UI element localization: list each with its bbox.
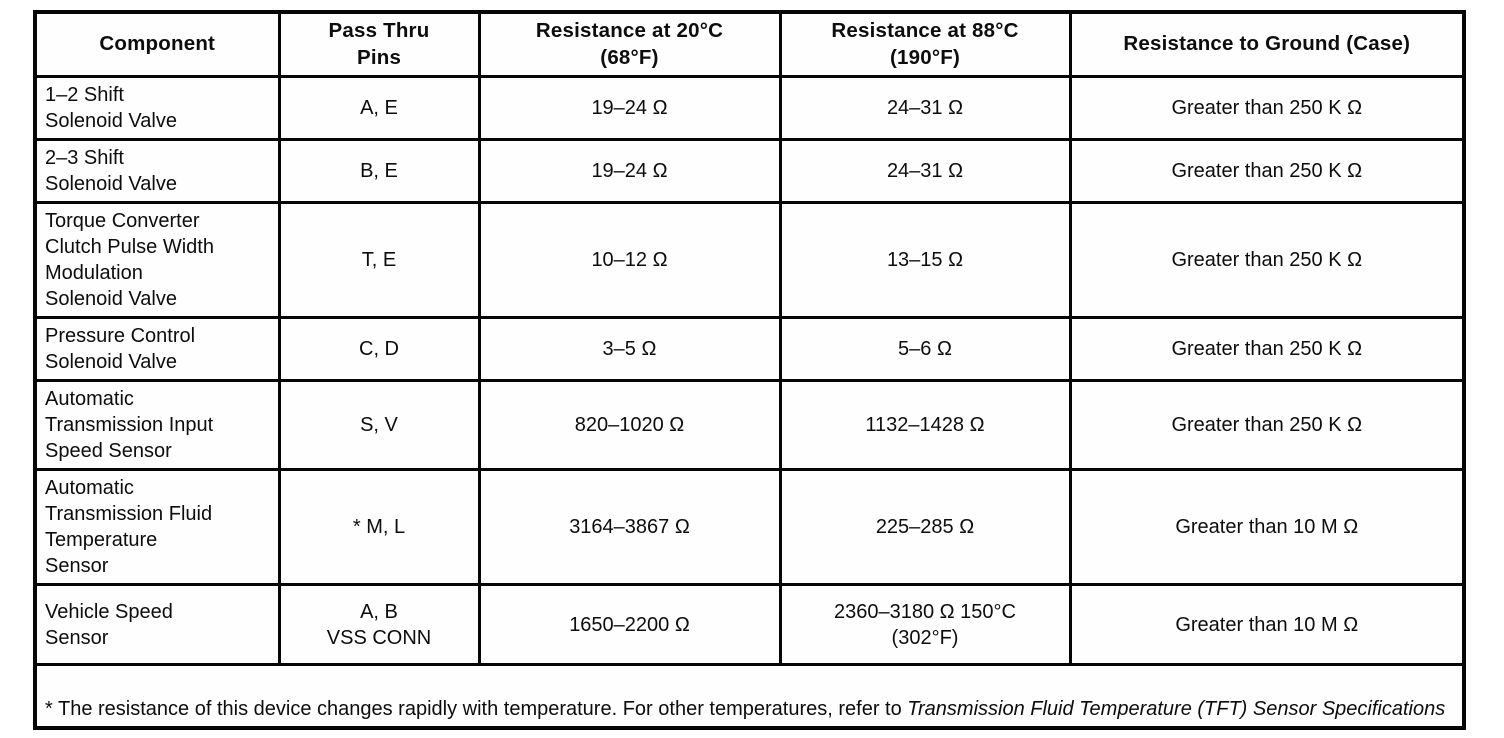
resistance-20c-cell: 3–5 Ω [477,316,782,383]
col-header-pass-thru-pins: Pass Thru Pins [277,10,481,79]
col-header-resistance-88c: Resistance at 88°C (190°F) [778,10,1072,79]
component-cell: Automatic Transmission Fluid Temperature… [33,468,281,587]
pins-cell: * M, L [277,468,481,587]
resistance-ground-cell: Greater than 250 K Ω [1068,379,1466,472]
resistance-ground-cell: Greater than 10 M Ω [1068,583,1466,667]
table-row: 2–3 Shift Solenoid Valve B, E 19–24 Ω 24… [33,138,1466,205]
footnote-text: * The resistance of this device changes … [45,698,908,721]
resistance-20c-cell: 3164–3867 Ω [477,468,782,587]
resistance-88c-cell: 225–285 Ω [778,468,1072,587]
resistance-88c-cell: 2360–3180 Ω 150°C (302°F) [778,583,1072,667]
footnote-reference-title: Transmission Fluid Temperature (TFT) Sen… [907,698,1446,721]
col-header-component: Component [33,10,281,79]
table-row: Automatic Transmission Input Speed Senso… [33,379,1466,472]
footnote-row: * The resistance of this device changes … [33,663,1466,730]
resistance-20c-cell: 1650–2200 Ω [477,583,782,667]
resistance-ground-cell: Greater than 250 K Ω [1068,75,1466,142]
resistance-ground-cell: Greater than 250 K Ω [1068,201,1466,320]
resistance-88c-cell: 13–15 Ω [778,201,1072,320]
component-cell: Automatic Transmission Input Speed Senso… [33,379,281,472]
pins-cell: C, D [277,316,481,383]
pins-cell: S, V [277,379,481,472]
component-cell: Vehicle Speed Sensor [33,583,281,667]
resistance-20c-cell: 820–1020 Ω [477,379,782,472]
pins-cell: T, E [277,201,481,320]
pins-cell: A, E [277,75,481,142]
resistance-ground-cell: Greater than 10 M Ω [1068,468,1466,587]
table-row: Torque Converter Clutch Pulse Width Modu… [33,201,1466,320]
resistance-ground-cell: Greater than 250 K Ω [1068,138,1466,205]
resistance-20c-cell: 19–24 Ω [477,75,782,142]
resistance-20c-cell: 10–12 Ω [477,201,782,320]
col-header-resistance-20c: Resistance at 20°C (68°F) [477,10,782,79]
table-row: Pressure Control Solenoid Valve C, D 3–5… [33,316,1466,383]
resistance-spec-table: Component Pass Thru Pins Resistance at 2… [33,10,1466,731]
resistance-ground-cell: Greater than 250 K Ω [1068,316,1466,383]
table-header-row: Component Pass Thru Pins Resistance at 2… [33,10,1466,79]
component-cell: 1–2 Shift Solenoid Valve [33,75,281,142]
table-row: Vehicle Speed Sensor A, B VSS CONN 1650–… [33,583,1466,667]
table-row: Automatic Transmission Fluid Temperature… [33,468,1466,587]
pins-cell: A, B VSS CONN [277,583,481,667]
resistance-88c-cell: 5–6 Ω [778,316,1072,383]
table-row: 1–2 Shift Solenoid Valve A, E 19–24 Ω 24… [33,75,1466,142]
footnote-cell: * The resistance of this device changes … [33,663,1466,730]
col-header-resistance-to-ground: Resistance to Ground (Case) [1068,10,1466,79]
resistance-88c-cell: 24–31 Ω [778,138,1072,205]
component-cell: Torque Converter Clutch Pulse Width Modu… [33,201,281,320]
component-cell: 2–3 Shift Solenoid Valve [33,138,281,205]
pins-cell: B, E [277,138,481,205]
resistance-88c-cell: 24–31 Ω [778,75,1072,142]
resistance-20c-cell: 19–24 Ω [477,138,782,205]
component-cell: Pressure Control Solenoid Valve [33,316,281,383]
resistance-88c-cell: 1132–1428 Ω [778,379,1072,472]
